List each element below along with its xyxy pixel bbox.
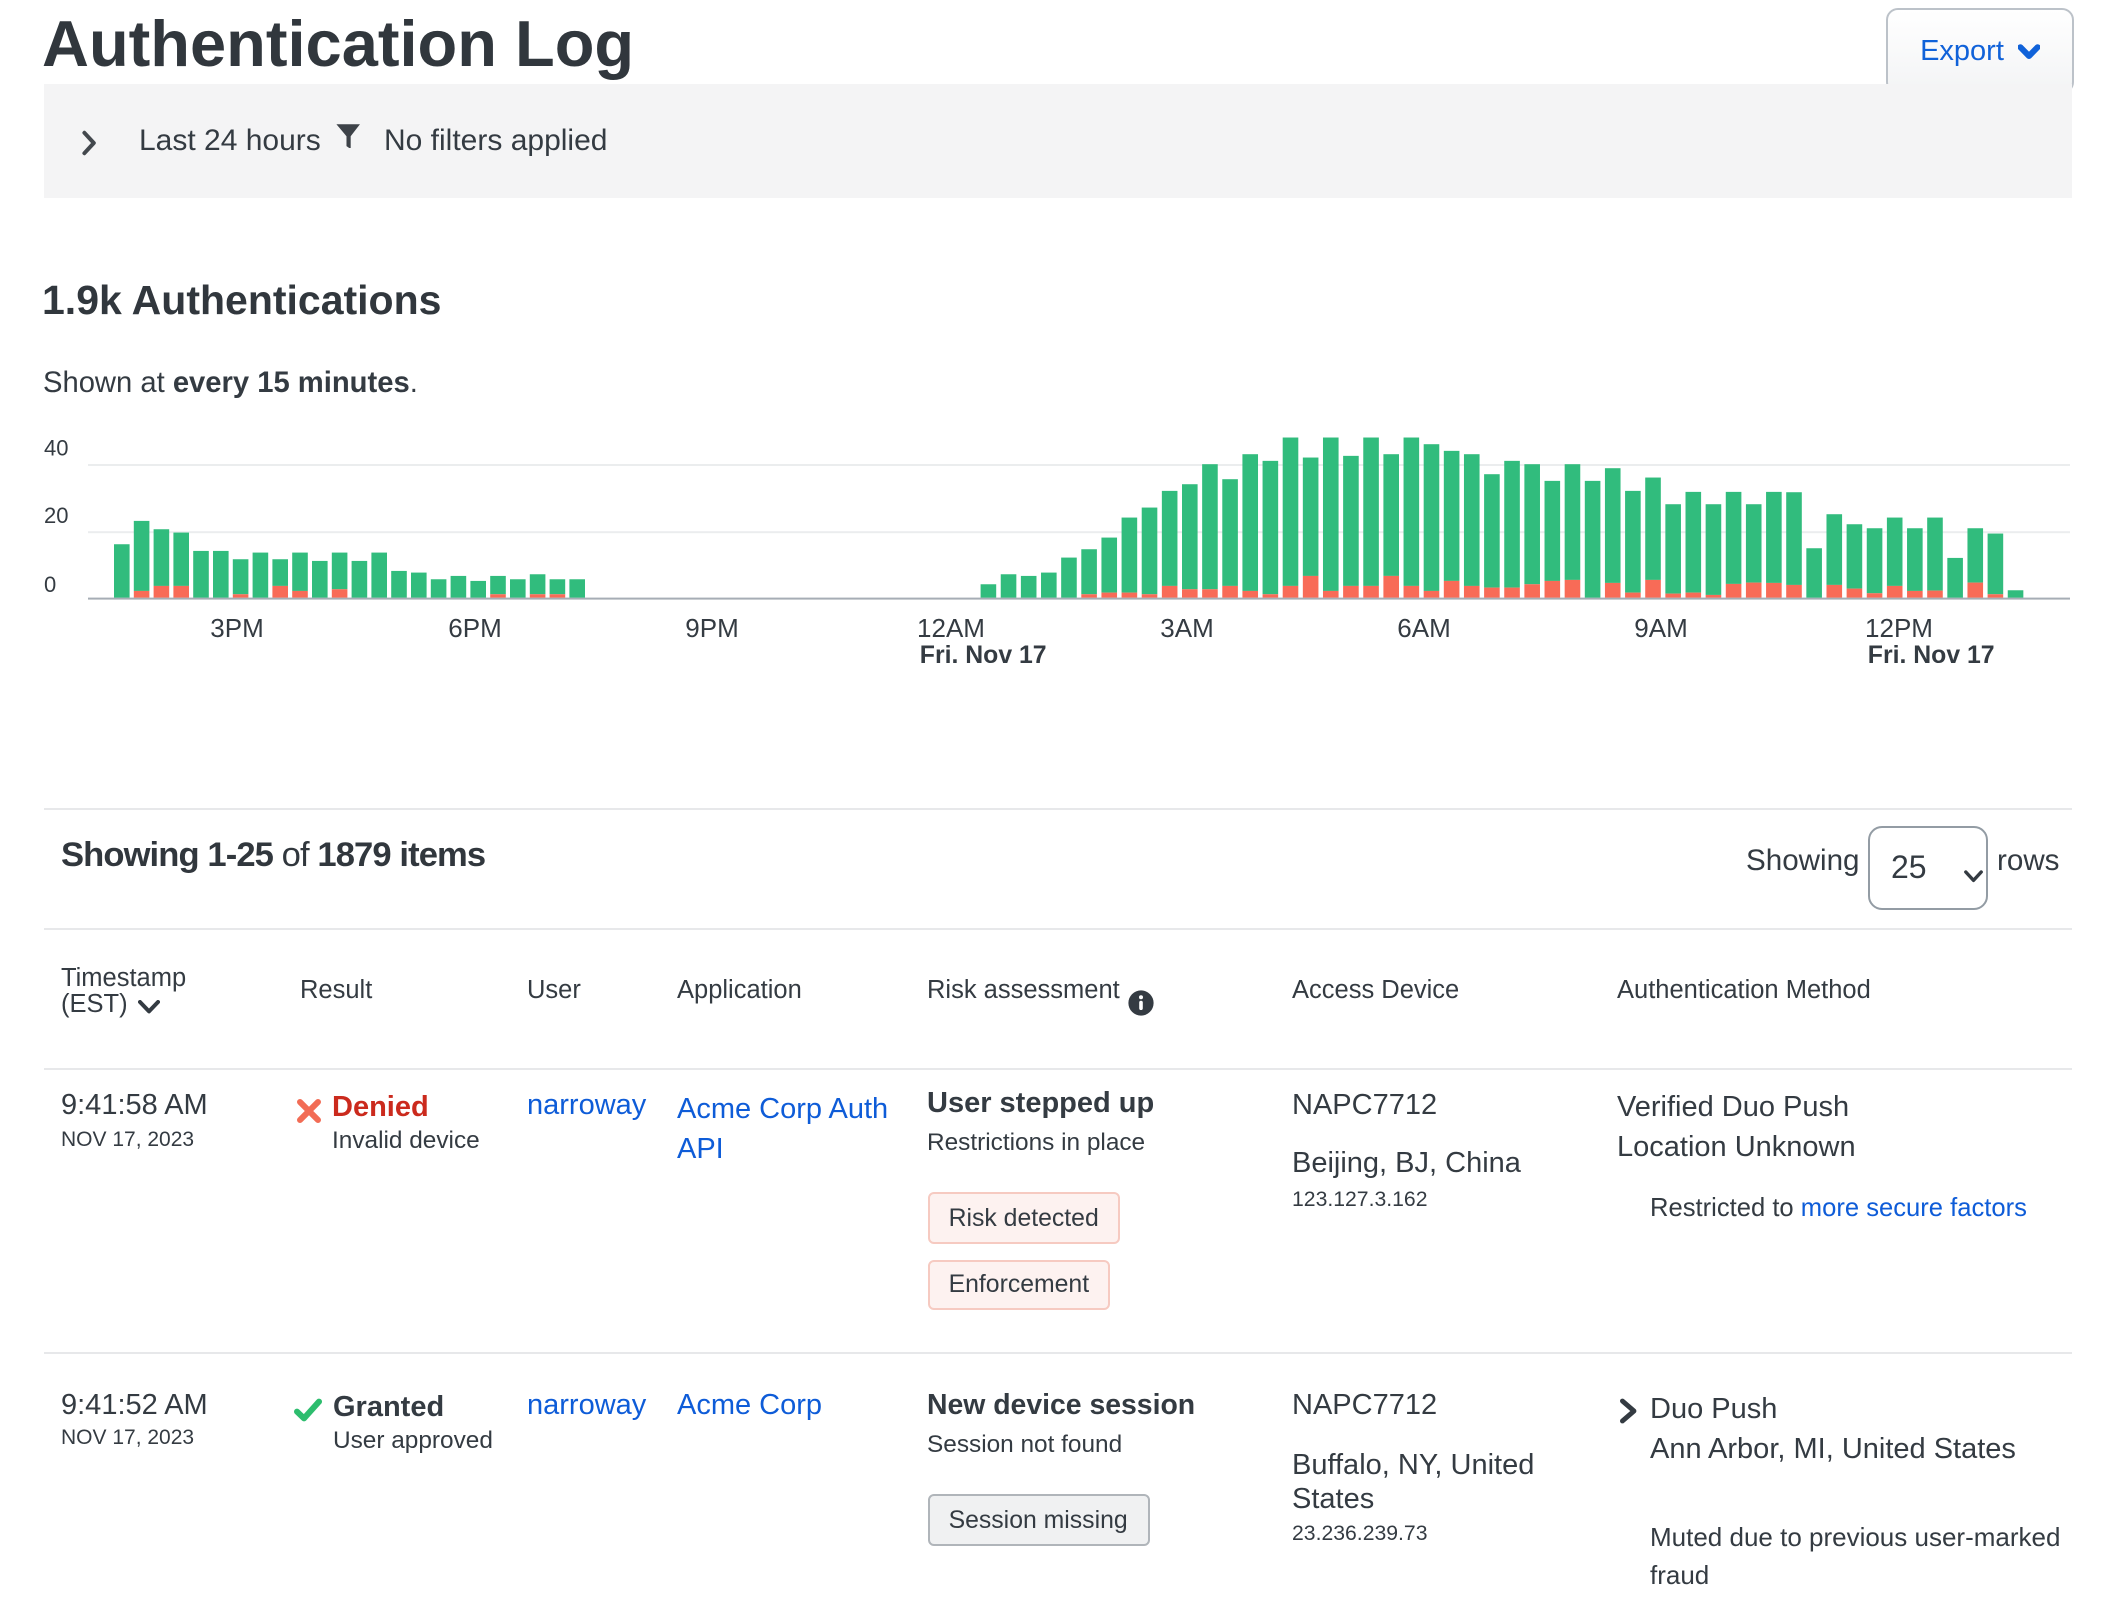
svg-text:40: 40 xyxy=(44,436,68,461)
svg-text:12PM: 12PM xyxy=(1865,613,1933,643)
svg-text:12AM: 12AM xyxy=(917,613,985,643)
svg-text:3PM: 3PM xyxy=(210,613,263,643)
svg-text:Fri. Nov 17: Fri. Nov 17 xyxy=(920,642,1047,669)
svg-text:9AM: 9AM xyxy=(1634,613,1687,643)
svg-text:6AM: 6AM xyxy=(1397,613,1450,643)
svg-text:9PM: 9PM xyxy=(685,613,738,643)
svg-text:Fri. Nov 17: Fri. Nov 17 xyxy=(1868,642,1995,669)
svg-text:3AM: 3AM xyxy=(1160,613,1213,643)
svg-text:6PM: 6PM xyxy=(448,613,501,643)
svg-text:20: 20 xyxy=(44,503,68,528)
svg-text:0: 0 xyxy=(44,572,56,597)
